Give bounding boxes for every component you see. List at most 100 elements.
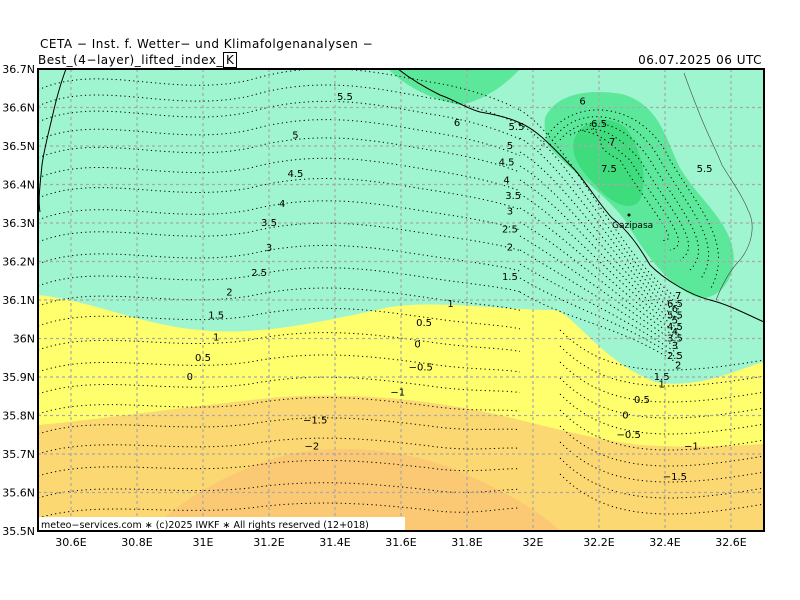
contour-value-label: 7 bbox=[675, 291, 681, 302]
lat-tick-label: 35.7N bbox=[2, 448, 35, 461]
contour-value-label: 4 bbox=[279, 199, 285, 210]
contour-value-label: 6.5 bbox=[591, 119, 607, 130]
contour-value-label: 2.5 bbox=[251, 268, 267, 279]
isoline bbox=[38, 502, 521, 519]
contour-value-label: 2.5 bbox=[502, 225, 518, 236]
lon-tick-label: 31.8E bbox=[451, 536, 482, 549]
lat-tick-label: 36.2N bbox=[2, 256, 35, 269]
isoline bbox=[38, 157, 521, 192]
lat-tick-label: 36.4N bbox=[2, 179, 35, 192]
lon-tick-label: 30.6E bbox=[55, 536, 86, 549]
lon-tick-label: 32E bbox=[523, 536, 544, 549]
contour-value-label: 5 bbox=[292, 131, 298, 142]
contour-value-label: 4.5 bbox=[667, 322, 683, 333]
contour-value-label: 7 bbox=[609, 137, 615, 148]
isoline bbox=[519, 109, 681, 301]
contour-value-label: 1.5 bbox=[502, 272, 518, 283]
contour-value-label: 5 bbox=[672, 315, 678, 326]
lon-tick-label: 32.4E bbox=[649, 536, 680, 549]
copyright-background bbox=[38, 517, 405, 531]
lon-tick-label: 32.6E bbox=[715, 536, 746, 549]
contour-value-label: 2.5 bbox=[667, 351, 683, 362]
isoline bbox=[559, 361, 764, 403]
contour-value-label: 3.5 bbox=[667, 334, 683, 345]
copyright-text: meteo−services.com ∗ (c)2025 IWKF ∗ All … bbox=[41, 520, 369, 531]
contour-value-label: 4.5 bbox=[287, 169, 303, 180]
contour-value-label: 3.5 bbox=[505, 191, 521, 202]
contour-value-label: 6 bbox=[579, 97, 585, 108]
lat-tick-label: 36.5N bbox=[2, 140, 35, 153]
isoline bbox=[519, 235, 681, 346]
coastline-main bbox=[397, 69, 764, 323]
contour-value-label: 1 bbox=[659, 380, 665, 391]
contour-value-label: 5.5 bbox=[667, 310, 683, 321]
contour-value-label: 5 bbox=[507, 141, 513, 152]
lon-tick-label: 31.2E bbox=[253, 536, 284, 549]
region-minus2-to-minus1 bbox=[150, 448, 560, 531]
unit-box: K bbox=[222, 52, 238, 68]
contour-value-label: 4 bbox=[503, 176, 509, 187]
lat-tick-label: 36.7N bbox=[2, 63, 35, 76]
isoline bbox=[519, 179, 681, 326]
contour-value-label: 7.5 bbox=[601, 164, 617, 175]
contour-value-label: 0 bbox=[414, 339, 420, 350]
isoline bbox=[559, 425, 764, 467]
contour-value-label: 4.5 bbox=[499, 158, 515, 169]
lon-tick-label: 32.2E bbox=[583, 536, 614, 549]
isoline bbox=[519, 165, 681, 321]
contour-value-label: 1 bbox=[213, 332, 219, 343]
contour-value-label: 3 bbox=[266, 243, 272, 254]
isoline bbox=[38, 397, 521, 415]
coastline bbox=[38, 69, 764, 323]
contour-value-label: 0.5 bbox=[416, 318, 432, 329]
lon-tick-label: 31.4E bbox=[319, 536, 350, 549]
lon-tick-label: 31E bbox=[193, 536, 214, 549]
lat-tick-label: 35.5N bbox=[2, 525, 35, 538]
lat-tick-label: 35.8N bbox=[2, 410, 35, 423]
lat-tick-label: 35.6N bbox=[2, 487, 35, 500]
isoline bbox=[38, 459, 521, 477]
isoline bbox=[38, 267, 521, 293]
isoline bbox=[519, 207, 681, 336]
contour-value-label: 6.5 bbox=[667, 299, 683, 310]
contour-value-label: −1 bbox=[684, 441, 699, 452]
region-5-to-7-north bbox=[388, 69, 520, 105]
lat-lon-grid bbox=[38, 69, 764, 531]
contour-value-label: −0.5 bbox=[409, 362, 433, 373]
contour-value-label: 4 bbox=[672, 327, 678, 338]
isoline bbox=[38, 417, 521, 435]
border-east bbox=[683, 72, 753, 301]
isoline bbox=[519, 137, 681, 311]
isoline bbox=[38, 307, 521, 330]
contour-value-label: 3 bbox=[672, 341, 678, 352]
isoline bbox=[519, 263, 681, 356]
contour-value-label: 0.5 bbox=[634, 395, 650, 406]
gazipasa-label: Gazipasa bbox=[612, 221, 653, 231]
isoline bbox=[559, 393, 764, 435]
isoline bbox=[38, 437, 521, 455]
contour-value-label: −1.5 bbox=[303, 416, 327, 427]
isoline bbox=[38, 482, 521, 499]
isoline bbox=[519, 249, 681, 351]
contour-value-label: 0.5 bbox=[195, 353, 211, 364]
isoline bbox=[539, 109, 720, 291]
contour-value-label: −1.5 bbox=[663, 472, 687, 483]
contour-value-label: −1 bbox=[390, 387, 405, 398]
contour-value-label: 2 bbox=[507, 242, 513, 253]
contour-value-label: 6 bbox=[454, 118, 460, 129]
isoline bbox=[38, 332, 521, 352]
lon-tick-label: 31.6E bbox=[385, 536, 416, 549]
contour-value-label: −2 bbox=[305, 441, 320, 452]
valid-datetime: 06.07.2025 06 UTC bbox=[638, 53, 762, 67]
region-7-plus bbox=[573, 119, 644, 207]
lat-tick-label: 36.1N bbox=[2, 294, 35, 307]
contour-value-label: 0 bbox=[187, 372, 193, 383]
contour-value-label: 2 bbox=[226, 287, 232, 298]
lat-tick-label: 36N bbox=[13, 333, 35, 346]
contour-value-label: 5.5 bbox=[697, 164, 713, 175]
isoline bbox=[519, 221, 681, 341]
lat-tick-label: 36.3N bbox=[2, 217, 35, 230]
isoline bbox=[519, 193, 681, 331]
header-title: CETA − Inst. f. Wetter− und Klimafolgena… bbox=[40, 37, 374, 51]
contour-value-label: 2 bbox=[675, 360, 681, 371]
